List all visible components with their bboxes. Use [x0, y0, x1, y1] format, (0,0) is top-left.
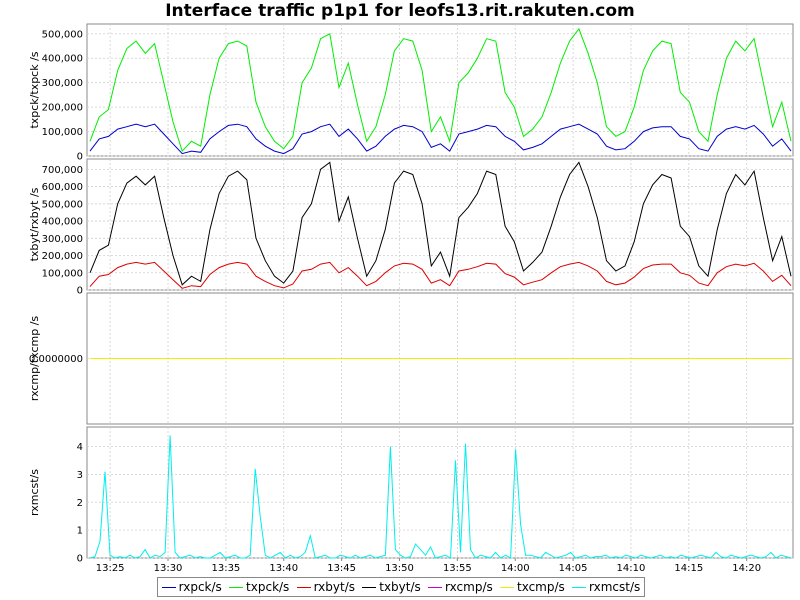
x-tick-label: 13:50	[385, 563, 414, 574]
y-tick-label: 0	[77, 286, 83, 297]
legend-item-rxcmp: rxcmp/s	[428, 580, 493, 594]
x-tick-label: 13:35	[211, 563, 240, 574]
legend-label: rxmcst/s	[589, 580, 641, 594]
legend-item-txpck: txpck/s	[229, 580, 289, 594]
plot-frame	[86, 426, 794, 559]
y-tick-label: 100,000	[42, 127, 83, 138]
legend-item-txbyt: txbyt/s	[362, 580, 421, 594]
x-tick-label: 14:15	[674, 563, 703, 574]
legend-label: rxcmp/s	[445, 580, 493, 594]
x-tick-label: 13:45	[327, 563, 356, 574]
y-axis-label: txbyt/rxbyt /s	[28, 187, 41, 261]
plot-frame	[86, 23, 794, 157]
legend-swatch-icon	[362, 586, 377, 588]
y-tick-label: 1	[77, 526, 83, 537]
legend-item-rxmcst: rxmcst/s	[572, 580, 640, 594]
y-tick-label: 200,000	[42, 103, 83, 114]
y-tick-label: 0.0000000	[29, 354, 83, 365]
legend: rxpck/s txpck/s rxbyt/s txbyt/s rxcmp/s …	[157, 577, 645, 597]
legend-label: txbyt/s	[379, 580, 421, 594]
legend-item-txcmp: txcmp/s	[499, 580, 565, 594]
legend-swatch-icon	[161, 586, 176, 588]
legend-swatch-icon	[229, 586, 244, 588]
y-tick-label: 400,000	[42, 217, 83, 228]
series-line-rxmcst	[89, 435, 792, 559]
x-tick-label: 13:30	[154, 563, 183, 574]
x-tick-label: 14:05	[559, 563, 588, 574]
x-tick-label: 13:25	[96, 563, 125, 574]
legend-item-rxpck: rxpck/s	[161, 580, 222, 594]
y-tick-label: 600,000	[42, 182, 83, 193]
y-tick-label: 100,000	[42, 268, 83, 279]
y-tick-label: 300,000	[42, 78, 83, 89]
x-tick-label: 14:00	[501, 563, 530, 574]
series-line-txbyt	[89, 161, 792, 286]
legend-label: txcmp/s	[516, 580, 565, 594]
y-tick-label: 700,000	[42, 165, 83, 176]
legend-swatch-icon	[428, 586, 443, 588]
y-tick-label: 3	[77, 470, 83, 481]
x-tick-label: 14:20	[732, 563, 761, 574]
y-tick-label: 2	[77, 498, 83, 509]
y-tick-label: 500,000	[42, 29, 83, 40]
y-tick-label: 200,000	[42, 251, 83, 262]
x-tick-label: 13:55	[443, 563, 472, 574]
y-axis-label: txpck/txpck /s	[28, 51, 41, 128]
y-tick-label: 0	[77, 152, 83, 163]
y-tick-label: 400,000	[42, 54, 83, 65]
series-line-rxbyt	[89, 261, 792, 289]
y-axis-label: rxmcst/s	[28, 469, 41, 516]
legend-item-rxbyt: rxbyt/s	[296, 580, 355, 594]
y-tick-label: 0	[77, 554, 83, 565]
series-line-rxpck	[89, 123, 792, 155]
plot-frame	[86, 158, 794, 291]
y-tick-label: 500,000	[42, 199, 83, 210]
chart-title: Interface traffic p1p1 for leofs13.rit.r…	[165, 1, 635, 21]
legend-swatch-icon	[296, 586, 311, 588]
x-tick-label: 14:10	[617, 563, 646, 574]
legend-label: txpck/s	[246, 580, 290, 594]
legend-label: rxbyt/s	[313, 580, 355, 594]
series-line-txpck	[89, 27, 792, 153]
y-tick-label: 300,000	[42, 234, 83, 245]
legend-swatch-icon	[572, 586, 587, 588]
legend-swatch-icon	[499, 586, 514, 588]
x-tick-label: 13:40	[269, 563, 298, 574]
y-axis-label: rxcmp/txcmp /s	[28, 316, 41, 402]
legend-label: rxpck/s	[178, 580, 222, 594]
y-tick-label: 4	[77, 442, 83, 453]
